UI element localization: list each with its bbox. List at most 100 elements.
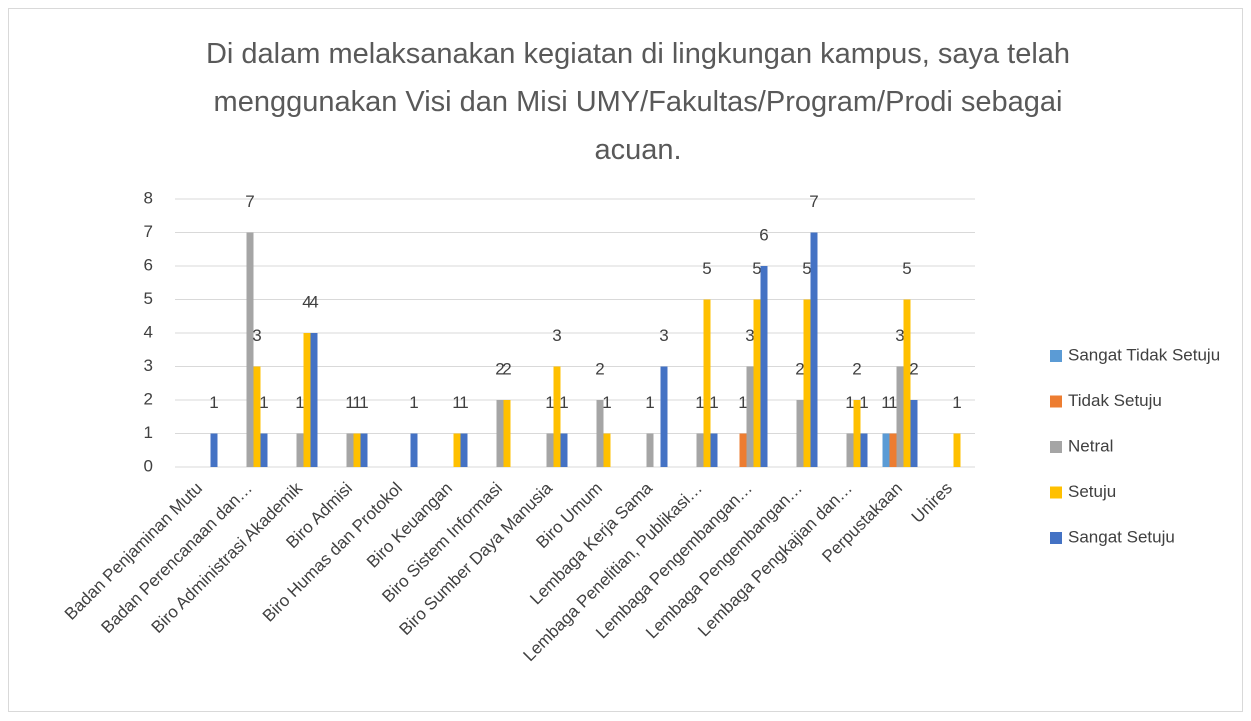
bar bbox=[410, 433, 418, 467]
data-label: 1 bbox=[559, 393, 568, 412]
bar bbox=[260, 433, 268, 467]
data-label: 4 bbox=[302, 292, 311, 311]
bar bbox=[846, 433, 854, 467]
legend-swatch bbox=[1050, 486, 1062, 499]
bar bbox=[710, 433, 718, 467]
data-label: 3 bbox=[659, 326, 668, 345]
data-label: 7 bbox=[809, 192, 818, 211]
data-label: 5 bbox=[752, 259, 761, 278]
y-tick-label: 4 bbox=[144, 322, 153, 341]
data-label: 2 bbox=[495, 359, 504, 378]
bar bbox=[303, 333, 311, 467]
bar bbox=[453, 433, 461, 467]
data-label: 1 bbox=[409, 393, 418, 412]
data-label: 1 bbox=[359, 393, 368, 412]
y-tick-label: 8 bbox=[144, 188, 153, 207]
bar bbox=[860, 433, 868, 467]
data-label: 1 bbox=[452, 393, 461, 412]
y-tick-label: 3 bbox=[144, 356, 153, 375]
data-label: 1 bbox=[645, 393, 654, 412]
data-label: 2 bbox=[595, 359, 604, 378]
legend-label: Sangat Setuju bbox=[1068, 527, 1175, 546]
data-label: 1 bbox=[888, 393, 897, 412]
bar bbox=[660, 366, 668, 467]
bar bbox=[810, 232, 818, 467]
bar bbox=[896, 366, 904, 467]
bar bbox=[596, 400, 604, 467]
data-label: 3 bbox=[552, 326, 561, 345]
data-label: 1 bbox=[352, 393, 361, 412]
data-label: 3 bbox=[745, 326, 754, 345]
data-label: 2 bbox=[909, 359, 918, 378]
legend-label: Tidak Setuju bbox=[1068, 391, 1162, 410]
y-tick-label: 7 bbox=[144, 222, 153, 241]
data-label: 1 bbox=[845, 393, 854, 412]
data-label: 1 bbox=[345, 393, 354, 412]
bar bbox=[696, 433, 704, 467]
data-label: 1 bbox=[709, 393, 718, 412]
bar bbox=[903, 299, 911, 467]
legend-label: Setuju bbox=[1068, 482, 1116, 501]
bar bbox=[803, 299, 811, 467]
y-tick-label: 2 bbox=[144, 389, 153, 408]
data-label: 2 bbox=[502, 359, 511, 378]
bar bbox=[310, 333, 318, 467]
data-label: 1 bbox=[259, 393, 268, 412]
y-tick-label: 5 bbox=[144, 289, 153, 308]
data-label: 2 bbox=[795, 359, 804, 378]
legend-swatch bbox=[1050, 395, 1062, 408]
bar bbox=[503, 400, 511, 467]
data-label: 1 bbox=[545, 393, 554, 412]
y-tick-label: 0 bbox=[144, 456, 153, 475]
bar bbox=[346, 433, 354, 467]
legend-swatch bbox=[1050, 441, 1062, 453]
data-label: 4 bbox=[309, 292, 318, 311]
data-label: 1 bbox=[738, 393, 747, 412]
data-label: 5 bbox=[802, 259, 811, 278]
bar bbox=[760, 266, 768, 467]
bar bbox=[953, 433, 961, 467]
data-label: 1 bbox=[695, 393, 704, 412]
bar bbox=[546, 433, 554, 467]
data-label: 3 bbox=[252, 326, 261, 345]
bar bbox=[853, 400, 861, 467]
bar bbox=[646, 433, 654, 467]
bar bbox=[746, 366, 754, 467]
legend-swatch bbox=[1050, 532, 1062, 544]
data-label: 2 bbox=[852, 359, 861, 378]
legend-swatch bbox=[1050, 350, 1062, 362]
bar bbox=[889, 433, 897, 467]
data-label: 1 bbox=[295, 393, 304, 412]
data-label: 3 bbox=[895, 326, 904, 345]
bar bbox=[603, 433, 611, 467]
bar bbox=[910, 400, 918, 467]
data-label: 7 bbox=[245, 192, 254, 211]
chart-border bbox=[8, 8, 1243, 712]
y-tick-label: 6 bbox=[144, 255, 153, 274]
bar bbox=[739, 433, 747, 467]
data-label: 1 bbox=[881, 393, 890, 412]
data-label: 5 bbox=[702, 259, 711, 278]
bar bbox=[246, 232, 254, 467]
data-label: 1 bbox=[859, 393, 868, 412]
bar bbox=[560, 433, 568, 467]
legend-label: Netral bbox=[1068, 436, 1113, 455]
bar bbox=[360, 433, 368, 467]
bar bbox=[703, 299, 711, 467]
data-label: 1 bbox=[209, 393, 218, 412]
data-label: 1 bbox=[952, 393, 961, 412]
data-label: 6 bbox=[759, 225, 768, 244]
bar bbox=[496, 400, 504, 467]
y-tick-label: 1 bbox=[144, 423, 153, 442]
bar bbox=[882, 433, 890, 467]
bar bbox=[753, 299, 761, 467]
bar bbox=[353, 433, 361, 467]
bar bbox=[796, 400, 804, 467]
chart-title: Di dalam melaksanakan kegiatan di lingku… bbox=[205, 38, 1071, 166]
legend-label: Sangat Tidak Setuju bbox=[1068, 345, 1220, 364]
data-label: 1 bbox=[459, 393, 468, 412]
bar bbox=[296, 433, 304, 467]
data-label: 1 bbox=[602, 393, 611, 412]
